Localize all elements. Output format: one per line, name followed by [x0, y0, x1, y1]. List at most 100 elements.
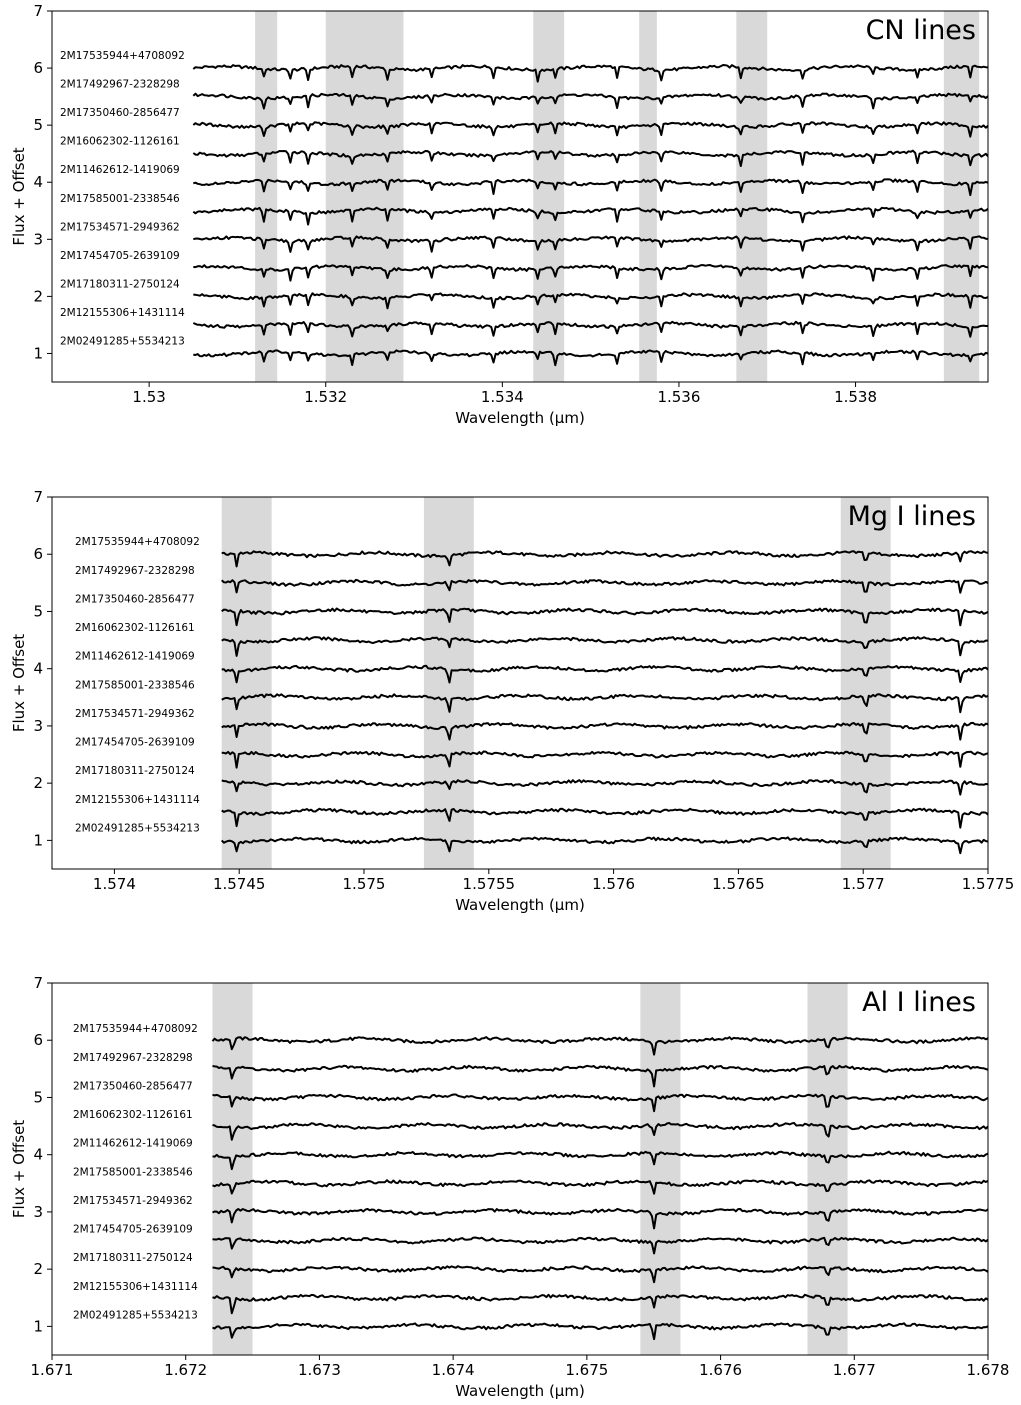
series-label: 2M17180311-2750124 — [60, 278, 180, 290]
y-tick-label: 2 — [33, 774, 43, 792]
y-axis-label: Flux + Offset — [10, 1120, 28, 1218]
spectrum-6 — [221, 693, 988, 714]
spectrum-7 — [221, 721, 988, 741]
x-tick-label: 1.5745 — [213, 875, 266, 893]
x-tick-label: 1.677 — [833, 1361, 876, 1379]
series-label: 2M17534571-2949362 — [73, 1195, 193, 1207]
x-tick-label: 1.532 — [304, 388, 347, 406]
spectrum-8 — [221, 750, 988, 769]
panel-1: 1 2 3 4 5 6 7 1.53 1.532 1.534 1.536 1.538 2M1753594… — [10, 2, 989, 427]
spectrum-11 — [212, 1322, 988, 1341]
shaded-region-2 — [325, 11, 404, 382]
series-label: 2M17180311-2750124 — [73, 1252, 193, 1264]
series-label: 2M17585001-2338546 — [60, 193, 180, 205]
y-tick-label: 7 — [33, 488, 43, 506]
spectrum-4 — [192, 149, 988, 167]
x-tick-label: 1.671 — [31, 1361, 74, 1379]
shaded-region-4 — [639, 11, 657, 382]
x-axis-label: Wavelength (μm) — [455, 896, 585, 914]
spectrum-9 — [193, 292, 988, 310]
y-tick-label: 3 — [33, 230, 43, 248]
shaded-region-1 — [255, 11, 278, 382]
spectrum-1 — [211, 1036, 988, 1056]
shaded-region-6 — [943, 11, 980, 382]
spectrum-5 — [221, 664, 988, 684]
series-label: 2M11462612-1419069 — [60, 164, 180, 176]
y-tick-label: 5 — [33, 116, 43, 134]
series-label: 2M12155306+1431114 — [73, 1281, 198, 1293]
series-label: 2M17454705-2639109 — [73, 1224, 193, 1236]
y-tick-label: 1 — [33, 831, 43, 849]
y-tick-label: 5 — [33, 1088, 43, 1106]
series-label: 2M12155306+1431114 — [75, 794, 200, 806]
shaded-region-3 — [807, 983, 848, 1355]
panel-title: Al I lines — [862, 987, 976, 1018]
spectrum-11 — [193, 349, 988, 367]
x-tick-label: 1.575 — [343, 875, 386, 893]
spectrum-7 — [212, 1207, 988, 1230]
plot-area — [192, 11, 988, 382]
spectrum-9 — [212, 1265, 988, 1284]
y-tick-label: 2 — [33, 1260, 43, 1278]
spectrum-10 — [221, 807, 988, 829]
spectrum-1 — [221, 550, 988, 568]
shaded-region-1 — [221, 497, 272, 869]
series-label: 2M02491285+5534213 — [60, 335, 185, 347]
x-axis-label: Wavelength (μm) — [455, 409, 585, 427]
panel-2: 1 2 3 4 5 6 7 1.574 1.5745 1.575 1.5755 1.576 1.5765… — [10, 488, 1014, 914]
series-label: 2M02491285+5534213 — [75, 822, 200, 834]
panel-title: Mg I lines — [848, 501, 976, 532]
y-tick-label: 3 — [33, 1203, 43, 1221]
shaded-region-3 — [533, 11, 565, 382]
series-label: 2M16062302-1126161 — [73, 1109, 193, 1121]
y-axis-label: Flux + Offset — [10, 634, 28, 732]
series-label: 2M17534571-2949362 — [75, 708, 195, 720]
y-tick-label: 6 — [33, 545, 43, 563]
spectrum-5 — [212, 1150, 988, 1171]
x-tick-label: 1.536 — [657, 388, 700, 406]
series-label: 2M17535944+4708092 — [60, 50, 185, 62]
y-tick-label: 3 — [33, 717, 43, 735]
x-tick-label: 1.678 — [967, 1361, 1010, 1379]
series-label: 2M17454705-2639109 — [75, 737, 195, 749]
series-label: 2M17454705-2639109 — [60, 250, 180, 262]
spectrum-9 — [221, 779, 988, 796]
axes-frame — [51, 10, 989, 383]
spectrum-6 — [212, 1179, 988, 1195]
spectrum-8 — [212, 1236, 988, 1255]
y-tick-label: 6 — [33, 1031, 43, 1049]
series-label: 2M17535944+4708092 — [73, 1023, 198, 1035]
y-tick-label: 5 — [33, 602, 43, 620]
series-label: 2M11462612-1419069 — [75, 651, 195, 663]
spectrum-3 — [221, 607, 988, 627]
spectrum-1 — [192, 64, 988, 83]
series-label: 2M17350460-2856477 — [75, 593, 195, 605]
x-tick-label: 1.672 — [164, 1361, 207, 1379]
series-label: 2M17350460-2856477 — [60, 107, 180, 119]
spectrum-4 — [221, 636, 988, 657]
spectrum-2 — [221, 578, 988, 594]
x-tick-label: 1.576 — [592, 875, 635, 893]
series-label: 2M17492967-2328298 — [73, 1052, 193, 1064]
y-tick-label: 6 — [33, 59, 43, 77]
spectrum-6 — [192, 206, 988, 226]
spectrum-4 — [212, 1122, 988, 1141]
y-axis-label: Flux + Offset — [10, 147, 28, 245]
spectrum-7 — [193, 235, 988, 253]
spectrum-10 — [192, 320, 988, 338]
spectrum-5 — [193, 178, 988, 197]
x-tick-label: 1.673 — [298, 1361, 341, 1379]
x-tick-label: 1.5775 — [962, 875, 1015, 893]
plot-area — [220, 497, 988, 869]
y-tick-label: 1 — [33, 344, 43, 362]
plot-area — [211, 983, 988, 1355]
series-label: 2M17350460-2856477 — [73, 1080, 193, 1092]
x-axis-label: Wavelength (μm) — [455, 1382, 585, 1400]
series-label: 2M17585001-2338546 — [75, 679, 195, 691]
y-tick-label: 1 — [33, 1317, 43, 1335]
x-tick-label: 1.5755 — [463, 875, 516, 893]
x-tick-label: 1.674 — [432, 1361, 475, 1379]
x-tick-label: 1.577 — [842, 875, 885, 893]
spectrum-3 — [192, 121, 988, 138]
x-tick-label: 1.574 — [93, 875, 136, 893]
